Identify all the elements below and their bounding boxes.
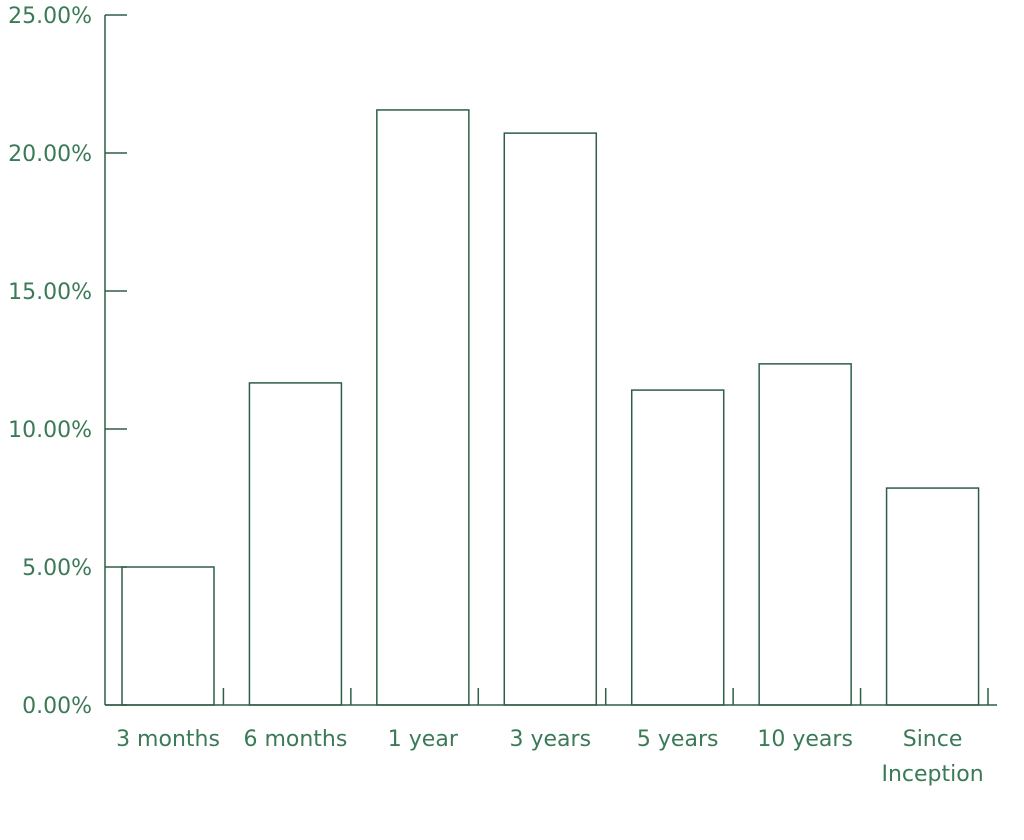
bar (376, 109, 470, 706)
bar (121, 566, 215, 706)
y-tick-label: 5.00% (22, 556, 92, 581)
y-tick-label: 20.00% (8, 142, 92, 167)
x-tick-label: 3 months (116, 727, 220, 752)
y-tick-label: 10.00% (8, 418, 92, 443)
x-tick-label: 6 months (243, 727, 348, 752)
x-tick-label: 3 years (509, 727, 592, 752)
y-tick-label: 0.00% (22, 694, 92, 719)
bar (630, 389, 725, 706)
x-tick-label: 1 year (387, 727, 458, 752)
x-tick-label: 5 years (636, 727, 719, 752)
y-tick-label: 25.00% (8, 4, 92, 29)
bar (248, 382, 343, 706)
bar (503, 132, 598, 706)
y-tick-label: 15.00% (8, 280, 92, 305)
x-tick-label: Since Inception (881, 727, 984, 787)
bar (885, 487, 980, 706)
bar (758, 363, 852, 706)
x-tick-label: 10 years (757, 727, 853, 752)
